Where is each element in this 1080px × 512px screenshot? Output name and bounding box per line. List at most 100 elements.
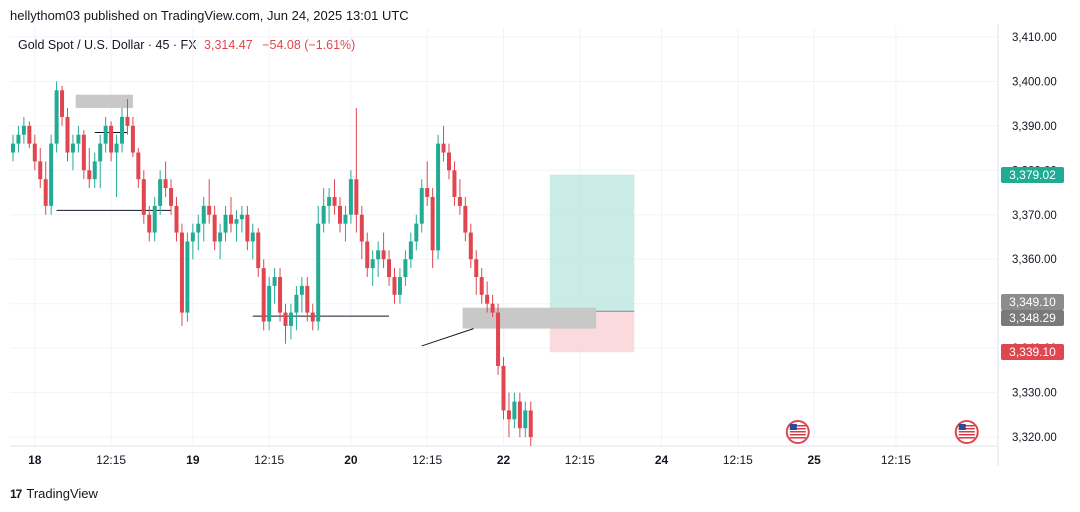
candle xyxy=(174,205,179,233)
candle xyxy=(299,285,304,295)
us-flag-icon[interactable] xyxy=(785,420,810,444)
candle xyxy=(229,214,233,224)
x-tick-label: 12:15 xyxy=(723,453,753,467)
symbol-name[interactable]: Gold Spot / U.S. Dollar · 45 · FX xyxy=(18,38,197,52)
y-tick-label: 3,360.00 xyxy=(1012,254,1057,266)
candle xyxy=(430,196,435,251)
long-profit-zone xyxy=(549,174,635,312)
candle xyxy=(136,152,141,180)
y-tick-label: 3,320.00 xyxy=(1012,432,1057,444)
candle xyxy=(218,232,223,242)
supply-box xyxy=(75,94,133,109)
candle xyxy=(54,90,59,144)
candle xyxy=(523,410,528,429)
x-tick-label: 24 xyxy=(655,453,669,467)
price-axis-label: 3,349.10 xyxy=(1001,293,1064,310)
candle xyxy=(381,250,386,260)
candle xyxy=(397,277,402,295)
candle xyxy=(517,401,522,429)
price-axis-label: 3,379.02 xyxy=(1001,166,1064,183)
candle xyxy=(267,285,272,322)
candle xyxy=(359,214,364,242)
candle xyxy=(16,134,21,144)
candle xyxy=(11,143,15,153)
candle xyxy=(365,241,370,269)
candle xyxy=(70,143,75,153)
y-tick-label: 3,330.00 xyxy=(1012,388,1057,400)
candle xyxy=(419,188,424,224)
candle xyxy=(125,116,130,126)
price-axis-label: 3,339.10 xyxy=(1001,344,1064,361)
candle xyxy=(479,277,484,295)
y-tick-label: 3,400.00 xyxy=(1012,76,1057,88)
candle xyxy=(43,179,48,206)
candle xyxy=(185,241,190,313)
candle xyxy=(457,196,462,206)
candle xyxy=(332,196,337,206)
candle xyxy=(408,241,413,260)
candle xyxy=(436,143,441,251)
candle xyxy=(92,161,97,180)
candle xyxy=(310,312,315,322)
candle xyxy=(103,125,108,144)
candle xyxy=(261,268,266,322)
candle xyxy=(76,134,81,144)
candle xyxy=(338,205,342,224)
symbol-legend: Gold Spot / U.S. Dollar · 45 · FX 3,314.… xyxy=(18,38,355,52)
candle xyxy=(21,125,26,135)
price-axis-label: 3,348.29 xyxy=(1001,309,1064,326)
candle xyxy=(201,205,206,224)
candle xyxy=(207,205,212,215)
candle xyxy=(120,116,124,144)
candle xyxy=(485,294,490,304)
candle xyxy=(387,259,392,278)
candle xyxy=(98,143,103,162)
x-tick-label: 12:15 xyxy=(565,453,595,467)
us-flag-icon[interactable] xyxy=(954,420,979,444)
candle xyxy=(447,152,451,171)
candle xyxy=(392,277,397,295)
candle xyxy=(32,143,37,162)
candle xyxy=(305,285,310,313)
demand-box xyxy=(462,307,597,329)
candle xyxy=(223,214,228,233)
candle xyxy=(212,214,217,242)
x-tick-label: 19 xyxy=(186,453,200,467)
candle xyxy=(343,214,348,224)
candle xyxy=(348,179,353,215)
candle xyxy=(130,125,135,153)
candle xyxy=(158,179,163,206)
trend-line xyxy=(421,328,474,347)
candle xyxy=(81,134,86,171)
candle xyxy=(169,188,174,206)
x-tick-label: 22 xyxy=(497,453,511,467)
last-price: 3,314.47 xyxy=(204,38,253,52)
candle xyxy=(321,205,326,224)
tradingview-brand[interactable]: 17 TradingView xyxy=(10,486,98,501)
candle xyxy=(250,232,255,242)
x-tick-label: 12:15 xyxy=(881,453,911,467)
candle xyxy=(294,294,299,313)
candle xyxy=(163,179,168,189)
candle xyxy=(414,223,419,242)
x-tick-label: 20 xyxy=(344,453,358,467)
x-tick-label: 12:15 xyxy=(96,453,126,467)
candle xyxy=(474,259,479,278)
candle xyxy=(496,312,501,366)
candle xyxy=(468,232,473,260)
x-tick-label: 12:15 xyxy=(254,453,284,467)
candle xyxy=(190,232,195,242)
candle xyxy=(288,312,293,326)
candle xyxy=(403,259,408,278)
candle xyxy=(141,179,146,215)
candle xyxy=(370,259,375,269)
candle xyxy=(60,90,65,117)
candle xyxy=(278,277,283,313)
candle xyxy=(239,214,244,220)
y-tick-label: 3,390.00 xyxy=(1012,121,1057,133)
x-tick-label: 25 xyxy=(807,453,821,467)
candle xyxy=(452,170,457,197)
candle xyxy=(27,125,32,144)
tradingview-logo-icon: 17 xyxy=(10,486,22,501)
